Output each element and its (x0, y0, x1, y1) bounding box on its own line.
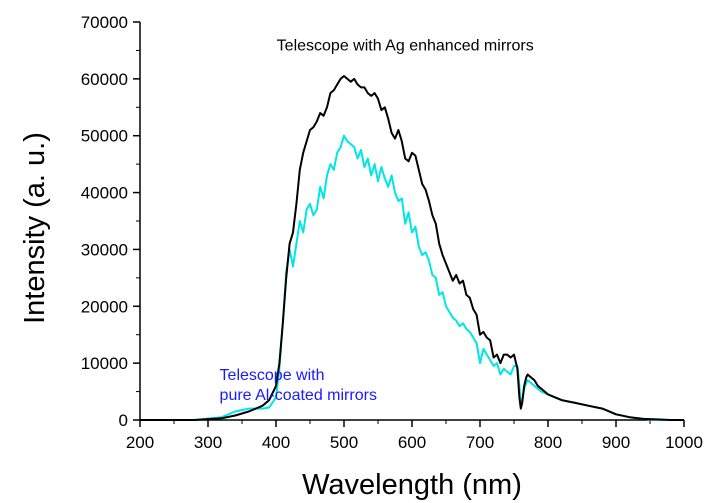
x-tick-label: 300 (194, 433, 222, 452)
x-tick-label: 400 (262, 433, 290, 452)
annotation-line: Telescope with Ag enhanced mirrors (277, 37, 534, 54)
x-tick-label: 600 (398, 433, 426, 452)
annotation-line: pure Al-coated mirrors (220, 387, 377, 404)
plot-area: 200 300 400 500 600 700 800 900 1000 0 10000 20000… (81, 13, 703, 452)
annotation-line: Telescope with (220, 367, 325, 384)
y-tick-label: 40000 (81, 184, 128, 203)
y-ticks: 0 10000 20000 30000 40000 50000 60000 70000 (81, 13, 140, 430)
x-tick-label: 1000 (665, 433, 703, 452)
annotation-al: Telescope with pure Al-coated mirrors (220, 367, 377, 404)
y-axis-title: Intensity (a. u.) (19, 132, 51, 324)
y-tick-label: 30000 (81, 240, 128, 259)
y-tick-label: 70000 (81, 13, 128, 32)
y-tick-label: 50000 (81, 127, 128, 146)
annotation-ag: Telescope with Ag enhanced mirrors (277, 37, 534, 54)
x-tick-label: 800 (534, 433, 562, 452)
x-tick-label: 900 (602, 433, 630, 452)
series-layer (140, 75, 684, 421)
y-tick-label: 60000 (81, 70, 128, 89)
y-tick-label: 0 (119, 411, 128, 430)
y-tick-label: 10000 (81, 354, 128, 373)
annotations: Telescope with Ag enhanced mirrors Telesc… (220, 37, 534, 404)
y-tick-label: 20000 (81, 297, 128, 316)
x-tick-label: 500 (330, 433, 358, 452)
x-tick-label: 200 (126, 433, 154, 452)
x-ticks: 200 300 400 500 600 700 800 900 1000 (126, 420, 703, 452)
x-tick-label: 700 (466, 433, 494, 452)
x-axis-title: Wavelength (nm) (302, 469, 522, 501)
series-line-ag (140, 75, 684, 421)
